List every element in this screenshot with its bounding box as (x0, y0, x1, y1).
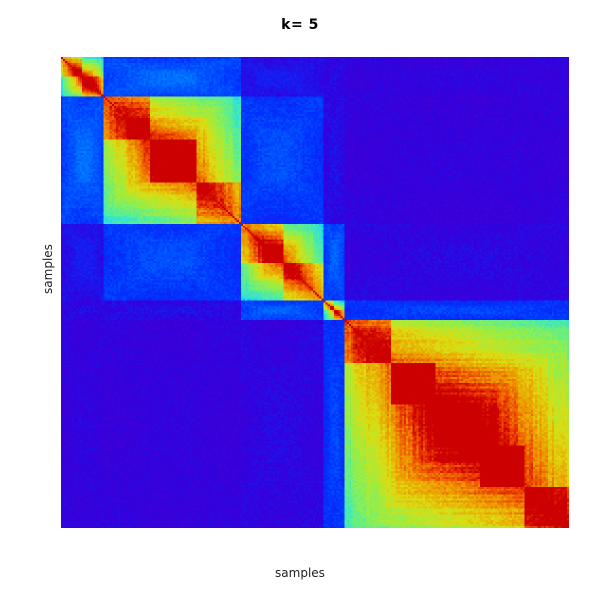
heatmap-plot-area (61, 57, 569, 528)
consensus-heatmap (61, 57, 569, 528)
y-axis-label: samples (41, 244, 55, 294)
x-axis-label: samples (275, 566, 325, 580)
page-title: k= 5 (281, 17, 319, 33)
